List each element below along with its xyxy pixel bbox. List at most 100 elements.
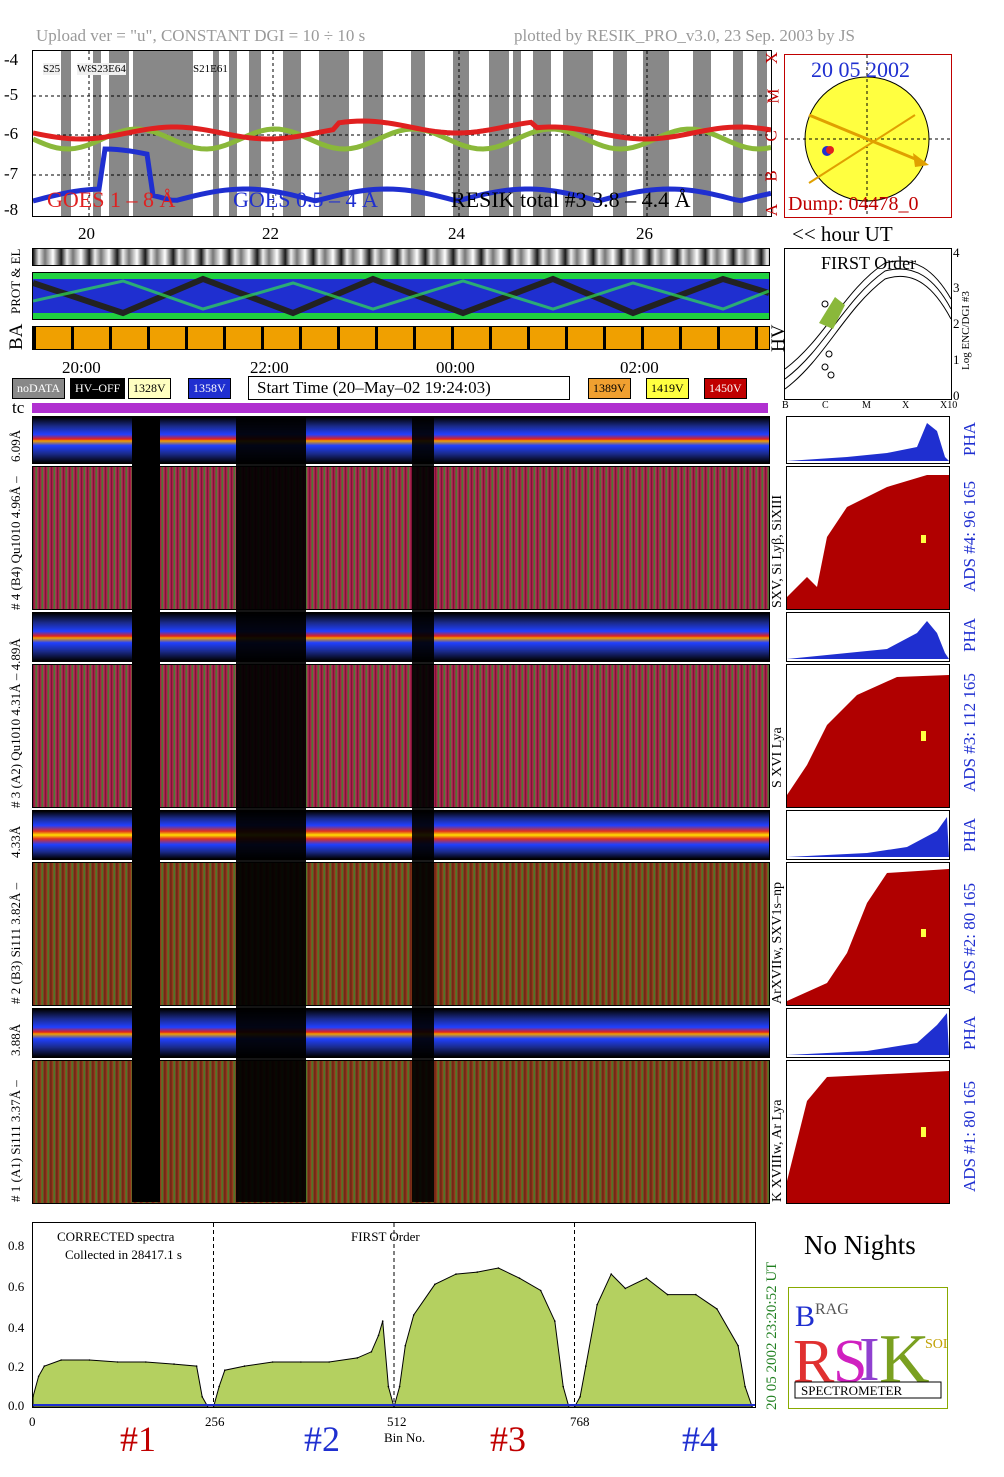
det1-pha-label: PHA [960,1015,979,1050]
det2-pha-label: PHA [960,817,979,852]
goes-xtick-1: 20 [78,224,95,243]
first-order-ylabel: Log ENC/DGI #3 [960,291,972,370]
night-band [61,51,71,216]
hv-box-1419: 1419V [646,378,689,399]
spectrum-point [116,1361,119,1363]
night-band [757,51,767,216]
ba-row [32,326,770,350]
hv-box-1389: 1389V [588,378,631,399]
sun-date: 20 05 2002 [811,57,910,82]
spectrum-point [60,1359,62,1361]
spectrum-point [201,1396,203,1398]
legend-resik: RESIK total #3 3.8 – 4.4 Å [451,187,691,212]
ar-label-3: S23E64 [91,63,126,75]
class-x: X [762,51,782,65]
fo-xtick-x10: X10 [940,400,958,411]
spectrum-point [88,1359,91,1361]
first-order-title: FIRST Order [821,253,917,273]
night-band [513,51,521,216]
fo-xtick-c: C [822,400,829,411]
goes-xtick-3: 24 [448,224,465,243]
spectrum-side-date: 20 05 2002 23:20:52 UT [764,1261,780,1410]
spectrum-annotation-2: Collected in 28417.1 s [65,1247,182,1262]
hv-box-1450: 1450V [704,378,747,399]
spectrum-point [370,1351,373,1353]
goes-xtick-4: 26 [636,224,653,243]
det3-pha-label: PHA [960,617,979,652]
spectrum-point [434,1283,436,1286]
hv-box-off: HV–OFF [70,378,126,399]
spectrum-point [404,1344,407,1347]
fo-ytick-1: 1 [953,352,960,367]
spectrum-point [610,1273,612,1275]
first-order-panel: FIRST Order [784,248,952,400]
fo-xtick-b: B [782,400,789,411]
prot-el-label: PROT & EL [8,248,23,315]
goes-ytick-4: -7 [4,164,19,183]
ar-label-1: S25 [43,63,61,75]
det1-ads-label: ADS #1: 80 165 [960,1081,979,1192]
det1-main-label: # 1 (A1) Si111 3.37Å – [8,1080,23,1202]
spectrum-point [398,1385,401,1388]
spectrum-point [744,1385,746,1388]
spectrum-point [716,1308,718,1310]
spectrum-point [579,1396,581,1398]
det2-strip-label: 4.33Å [8,825,23,858]
det4-ads-label: ADS #4: 96 165 [960,481,979,592]
spectrum-point [596,1304,598,1306]
tc-label: tc [12,398,25,417]
data-gap-3 [412,416,434,1202]
goes-ytick-1: -4 [4,50,19,69]
det3-ads [786,664,950,808]
header-right: plotted by RESIK_PRO_v3.0, 23 Sep. 2003 … [514,26,855,45]
legend-goes-short: GOES 0.5 – 4 Å [233,187,378,212]
goes-ytick-3: -6 [4,124,19,143]
spectrum-title: FIRST Order [351,1229,420,1244]
spectrum-point [585,1365,587,1367]
det4-line-label: SXV, Si Lyβ, SiXIII [770,494,785,608]
det2-ads-label: ADS #2: 80 165 [960,883,979,994]
spec-xtick-768: 768 [570,1414,590,1429]
spectrum-point [173,1363,175,1365]
no-nights-label: No Nights [804,1230,916,1260]
det2-pha [786,810,950,860]
data-gap-1 [132,416,160,1202]
logo-text: SPECTROMETER [801,1383,902,1398]
det4-main-label: # 4 (B4) Qu1010 4.96Å – [8,476,23,610]
spectrum-area [32,1267,753,1409]
goes-plot [33,51,771,216]
resik-logo: B RAG R S I K SOLAR SPECTROMETER [788,1287,972,1409]
spectrum-point [387,1385,390,1388]
ba-label: BA [6,323,27,350]
hv-box-1358: 1358V [188,378,231,399]
fo-xtick-x: X [902,400,910,411]
det3-strip-label: # 3 (A2) Qu1010 4.31Å – 4.89Å [8,638,23,808]
det4-pha-label: PHA [960,421,979,456]
fo-ytick-4: 4 [953,245,960,260]
class-c: C [761,130,781,142]
sun-panel: 20 05 2002 Dump: 04478_0 [784,54,952,218]
hv-box-1328: 1328V [128,378,171,399]
spectrum-point [476,1271,479,1273]
spectrum-point [695,1293,697,1296]
spectrum-point [381,1320,384,1322]
start-time: Start Time (20–May–02 19:24:03) [248,376,570,400]
spec-xtick-0: 0 [29,1414,36,1429]
spec-xtick-256: 256 [205,1414,225,1429]
det2-line-label: ArXVIIw, SXV1s–np [770,882,785,1004]
spec-ytick-00: 0.0 [8,1398,25,1413]
spectrum-point [37,1375,40,1378]
ar-label-4: S21E61 [193,63,228,75]
goes-xtick-2: 22 [262,224,279,243]
spectrum-point [645,1277,648,1279]
det4-ads [786,466,950,610]
spectrum-annotation-1: CORRECTED spectra [57,1229,175,1244]
fo-ytick-0: 0 [953,388,960,403]
spectrum-point [43,1365,46,1367]
spec-ytick-02: 0.2 [8,1359,25,1374]
spec-ytick-08: 0.8 [8,1238,25,1253]
class-m: M [763,88,783,104]
spectrum-point [518,1277,521,1279]
spectrum-point [356,1357,359,1359]
fo-ytick-3: 3 [953,280,960,295]
